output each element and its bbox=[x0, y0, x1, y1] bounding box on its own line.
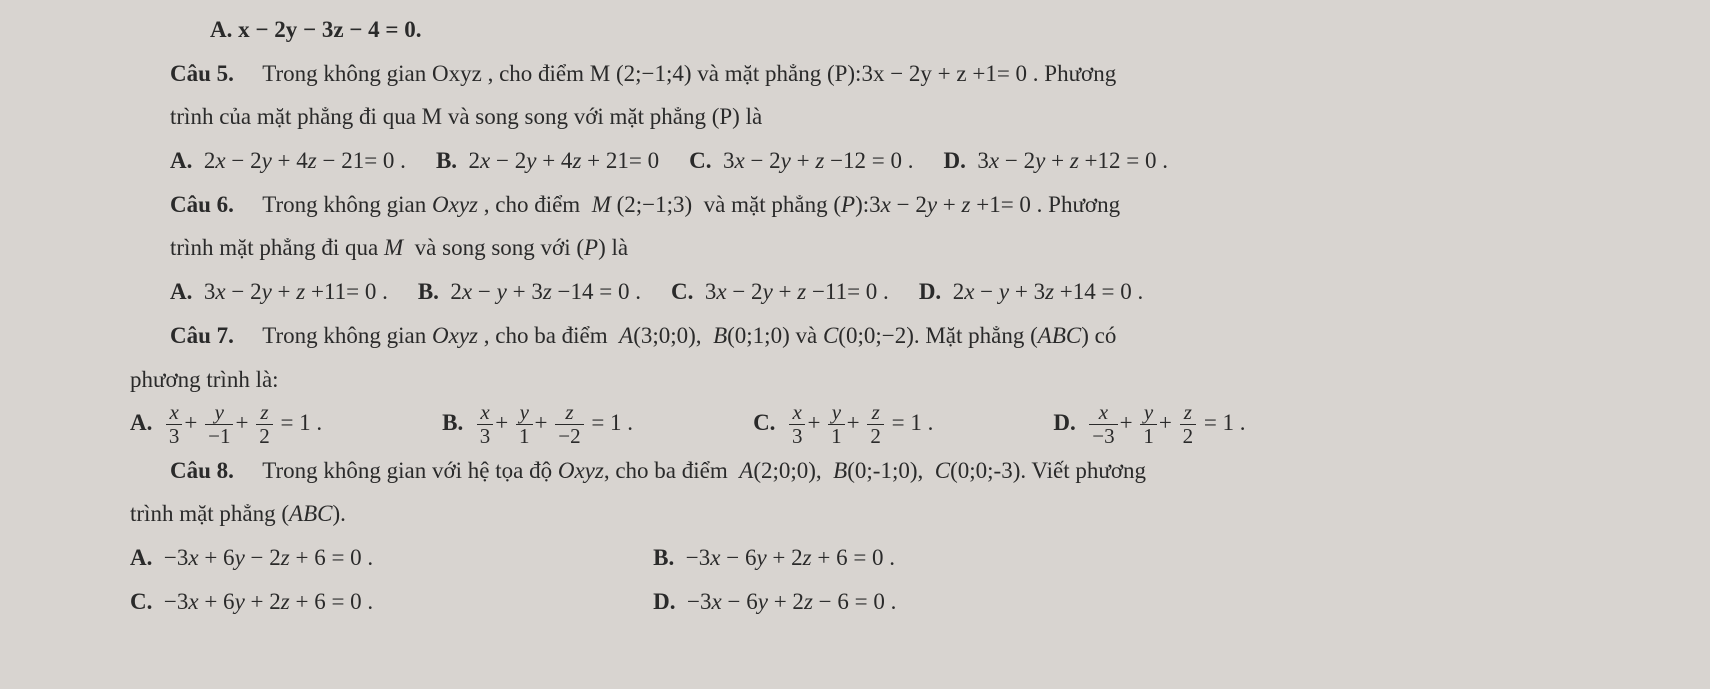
q8-options-row1: A. −3x + 6y − 2z + 6 = 0 . B. −3x − 6y +… bbox=[30, 536, 1680, 580]
q8-options-row2: C. −3x + 6y + 2z + 6 = 0 . D. −3x − 6y +… bbox=[30, 580, 1680, 624]
q6-line2: trình mặt phẳng đi qua M và song song vớ… bbox=[30, 226, 1680, 270]
q6-optC: C. 3x − 2y + z −11= 0 . bbox=[671, 270, 889, 314]
q5-text1: Trong không gian Oxyz , cho điểm M (2;−1… bbox=[262, 61, 1116, 86]
q8-line2: trình mặt phẳng (ABC). bbox=[30, 492, 1680, 536]
fracA1: x3 bbox=[166, 401, 183, 448]
fracD2: y1 bbox=[1140, 401, 1157, 448]
q7-optD: D. x−3+ y1+ z2 = 1 . bbox=[1053, 401, 1245, 448]
q8-label: Câu 8. bbox=[170, 458, 234, 483]
fracC3: z2 bbox=[867, 401, 884, 448]
fracB2: y1 bbox=[516, 401, 533, 448]
partial-line: A. x − 2y − 3z − 4 = 0. bbox=[30, 8, 1680, 52]
q5-optB: B. 2x − 2y + 4z + 21= 0 bbox=[436, 139, 659, 183]
q7-D-label: D. bbox=[1053, 410, 1075, 435]
fracC2: y1 bbox=[828, 401, 845, 448]
q5-optA: A. 2x − 2y + 4z − 21= 0 . bbox=[170, 139, 406, 183]
q5-optC: C. 3x − 2y + z −12 = 0 . bbox=[689, 139, 913, 183]
q5-line2: trình của mặt phẳng đi qua M và song son… bbox=[30, 95, 1680, 139]
q7-line2: phương trình là: bbox=[30, 358, 1680, 402]
q6-text2: trình mặt phẳng đi qua M và song song vớ… bbox=[170, 235, 628, 260]
eqC: = 1 . bbox=[892, 410, 934, 435]
fracC1: x3 bbox=[789, 401, 806, 448]
q6-optB: B. 2x − y + 3z −14 = 0 . bbox=[418, 270, 641, 314]
q7-B-label: B. bbox=[442, 410, 463, 435]
q7-optA: A. x3+ y−1+ z2 = 1 . bbox=[130, 401, 322, 448]
q5-optD: D. 3x − 2y + z +12 = 0 . bbox=[944, 139, 1168, 183]
eqD: = 1 . bbox=[1204, 410, 1246, 435]
q5-text2: trình của mặt phẳng đi qua M và song son… bbox=[170, 104, 762, 129]
q8-optA: A. −3x + 6y − 2z + 6 = 0 . bbox=[130, 536, 373, 580]
q5-options: A. 2x − 2y + 4z − 21= 0 . B. 2x − 2y + 4… bbox=[30, 139, 1680, 183]
q6-label: Câu 6. bbox=[170, 192, 234, 217]
q7-label: Câu 7. bbox=[170, 323, 234, 348]
q7-optC: C. x3+ y1+ z2 = 1 . bbox=[753, 401, 933, 448]
q7-options: A. x3+ y−1+ z2 = 1 . B. x3+ y1+ z−2 = 1 … bbox=[30, 401, 1680, 448]
q8-text2: trình mặt phẳng (ABC). bbox=[130, 501, 346, 526]
fracB3: z−2 bbox=[555, 401, 583, 448]
q8-optB: B. −3x − 6y + 2z + 6 = 0 . bbox=[653, 536, 895, 580]
fracD3: z2 bbox=[1180, 401, 1197, 448]
q5-label: Câu 5. bbox=[170, 61, 234, 86]
eqA: = 1 . bbox=[280, 410, 322, 435]
q7-C-label: C. bbox=[753, 410, 775, 435]
q8-optD: D. −3x − 6y + 2z − 6 = 0 . bbox=[653, 580, 896, 624]
q5-line1: Câu 5. Trong không gian Oxyz , cho điểm … bbox=[30, 52, 1680, 96]
fracB1: x3 bbox=[477, 401, 494, 448]
q6-line1: Câu 6. Trong không gian Oxyz , cho điểm … bbox=[30, 183, 1680, 227]
q6-optD: D. 2x − y + 3z +14 = 0 . bbox=[919, 270, 1143, 314]
q6-text1: Trong không gian Oxyz , cho điểm M (2;−1… bbox=[262, 192, 1120, 217]
q7-text1: Trong không gian Oxyz , cho ba điểm A(3;… bbox=[262, 323, 1116, 348]
q7-text2: phương trình là: bbox=[130, 367, 279, 392]
q8-optC: C. −3x + 6y + 2z + 6 = 0 . bbox=[130, 580, 373, 624]
fracD1: x−3 bbox=[1089, 401, 1117, 448]
q6-options: A. 3x − 2y + z +11= 0 . B. 2x − y + 3z −… bbox=[30, 270, 1680, 314]
eqB: = 1 . bbox=[591, 410, 633, 435]
q8-line1: Câu 8. Trong không gian với hệ tọa độ Ox… bbox=[30, 449, 1680, 493]
q6-optA: A. 3x − 2y + z +11= 0 . bbox=[170, 270, 388, 314]
q7-optB: B. x3+ y1+ z−2 = 1 . bbox=[442, 401, 633, 448]
fracA3: z2 bbox=[256, 401, 273, 448]
fracA2: y−1 bbox=[205, 401, 233, 448]
q7-line1: Câu 7. Trong không gian Oxyz , cho ba đi… bbox=[30, 314, 1680, 358]
q8-text1: Trong không gian với hệ tọa độ Oxyz, cho… bbox=[262, 458, 1146, 483]
q7-A-label: A. bbox=[130, 410, 152, 435]
partial-text: A. x − 2y − 3z − 4 = 0. bbox=[210, 17, 422, 42]
